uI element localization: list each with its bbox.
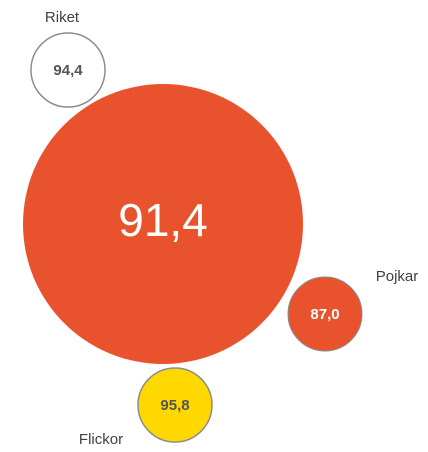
pojkar-bubble: [287, 276, 363, 352]
pojkar-label: Pojkar: [376, 268, 419, 285]
riket-label: Riket: [45, 9, 80, 26]
main-value: 91,4: [118, 194, 208, 246]
riket-value: 94,4: [53, 62, 83, 79]
riket-bubble: [30, 32, 106, 108]
pojkar-value: 87,0: [310, 306, 339, 323]
flickor-value: 95,8: [160, 397, 189, 414]
main-bubble: [23, 84, 303, 364]
flickor-bubble: [137, 367, 213, 443]
flickor-label: Flickor: [79, 431, 123, 448]
